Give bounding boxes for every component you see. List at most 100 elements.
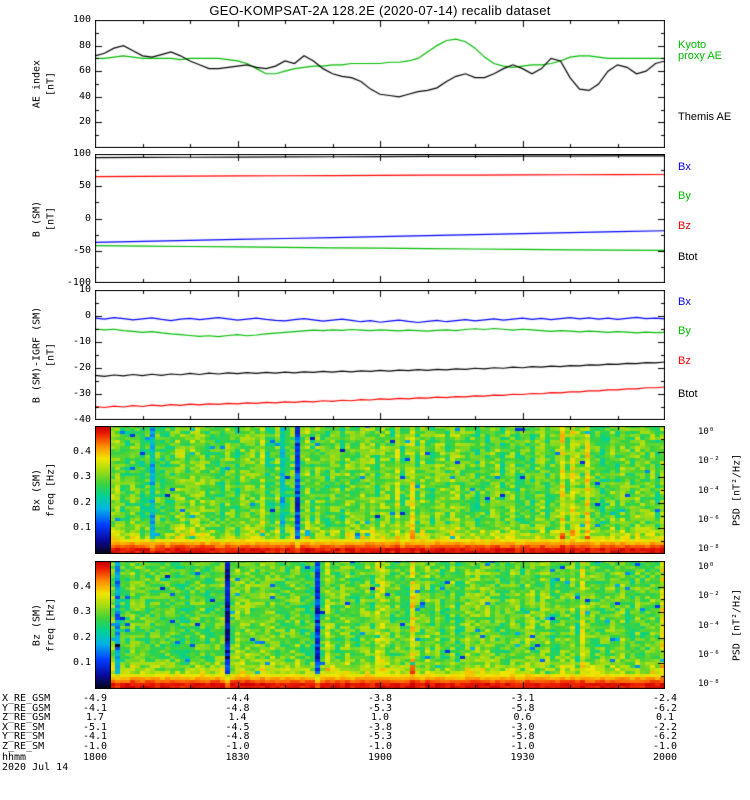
ae-index-plot-canvas <box>95 20 665 148</box>
colorbar-tick-label: 10⁰ <box>698 427 715 437</box>
ephemeris-row-label: Z_RE_SM <box>2 740 45 752</box>
y-tick-label: 80 <box>78 39 91 51</box>
ephemeris-value: -4.4 <box>225 693 250 704</box>
b-sm-plot-canvas <box>95 154 665 283</box>
ephemeris-value: 0.6 <box>513 712 532 723</box>
series-label-by: By <box>678 190 691 203</box>
ephemeris-row-label: Y_RE_GSM <box>2 702 51 714</box>
colorbar-tick-label: 10⁻⁴ <box>698 485 720 496</box>
y-tick-label: 10 <box>78 284 91 295</box>
time-tick-label: 1830 <box>225 752 250 763</box>
ephemeris-value: -1.0 <box>510 740 535 752</box>
panel-ae-index: AE index [nT] 20 40 60 80 100 Kyoto proxy AE T… <box>32 14 731 148</box>
ephemeris-value: -3.0 <box>510 721 535 733</box>
ephemeris-value: -1.0 <box>367 740 393 752</box>
y-tick-label: 0 <box>84 310 91 321</box>
ephemeris-value: -6.2 <box>652 731 678 742</box>
ephemeris-value: -3.8 <box>367 693 393 704</box>
y-tick-label: -100 <box>66 277 91 288</box>
ephemeris-value: -4.9 <box>82 693 108 704</box>
ephemeris-value: -5.8 <box>510 702 535 714</box>
bz-psd-colorbar-label: PSD [nT²/Hz] <box>731 588 743 662</box>
y-tick-label: 60 <box>78 65 91 77</box>
bx-psd-colorbar <box>95 426 111 554</box>
colorbar-tick-label: 10⁻⁴ <box>698 620 720 631</box>
ephemeris-value: -4.8 <box>225 702 250 714</box>
ephemeris-value: -5.8 <box>510 731 535 742</box>
y-tick-label: 0.3 <box>72 471 91 483</box>
y-tick-label: -30 <box>72 388 91 399</box>
ae-ylabel: AE index <box>31 59 43 109</box>
y-tick-label: 100 <box>72 14 91 25</box>
series-label-bz: Bz <box>678 355 691 368</box>
bz-spec-ylabel: Bz (SM) <box>31 603 43 647</box>
ephemeris-value: -3.1 <box>510 693 535 704</box>
y-tick-label: 0.1 <box>72 522 91 534</box>
bx-psd-colorbar-label: PSD [nT²/Hz] <box>731 453 743 527</box>
b-igrf-ylabel: B (SM)-IGRF (SM) <box>31 306 43 404</box>
time-tick-label: 1930 <box>510 752 535 763</box>
y-tick-label: 0.2 <box>72 631 91 643</box>
y-tick-label: -40 <box>72 414 91 425</box>
ephemeris-value: -4.5 <box>225 721 250 733</box>
panel-b-sm-minus-igrf: B (SM)-IGRF (SM) [nT] -40 -30 -20 -10 0 10 Bx B… <box>32 284 698 425</box>
y-tick-label: -10 <box>72 336 91 347</box>
series-label-btot: Btot <box>678 387 698 400</box>
ephemeris-value: -4.1 <box>82 731 108 742</box>
date-label: 2020 Jul 14 <box>2 761 69 773</box>
series-label-bx: Bx <box>678 295 691 308</box>
ephemeris-value: 1.4 <box>228 712 247 723</box>
colorbar-tick-label: 10⁰ <box>698 562 715 572</box>
time-tick-label: 1900 <box>367 752 393 763</box>
panel-bx-spectrogram: Bx (SM) freq [Hz] PSD [nT²/Hz] 0.1 0.2 0.3… <box>32 426 743 554</box>
bx-spectrogram-canvas <box>95 426 665 554</box>
ephemeris-value: -1.0 <box>82 740 108 752</box>
time-tick-label: 1800 <box>82 752 108 763</box>
ephemeris-row-label: Z_RE_GSM <box>2 712 51 723</box>
ephemeris-value: -5.1 <box>82 721 108 733</box>
colorbar-tick-label: 10⁻⁶ <box>698 649 720 660</box>
ephemeris-value: -3.8 <box>367 721 393 733</box>
y-tick-label: -50 <box>72 244 91 256</box>
y-tick-label: 0.4 <box>72 580 91 592</box>
bz-spectrogram-canvas <box>95 561 665 689</box>
ephemeris-row-label: X_RE_SM <box>2 721 45 733</box>
panel-b-sm: B (SM) [nT] -100 -50 0 50 100 Bx By Bz Btot <box>32 148 698 288</box>
colorbar-tick-label: 10⁻⁶ <box>698 514 720 525</box>
y-tick-label: 50 <box>78 180 91 192</box>
colorbar-tick-label: 10⁻⁸ <box>698 679 720 689</box>
b-sm-ylabel: B (SM) <box>31 200 43 237</box>
ephemeris-value: -5.3 <box>367 731 393 742</box>
time-axis-label: hhmm <box>2 752 27 763</box>
time-tick-label: 2000 <box>652 752 678 763</box>
series-label-themis-ae: Themis AE <box>678 111 732 124</box>
ephemeris-value: 1.0 <box>370 712 390 723</box>
colorbar-tick-label: 10⁻² <box>698 591 720 602</box>
ephemeris-value: -6.2 <box>652 702 678 714</box>
colorbar-tick-label: 10⁻² <box>698 456 720 467</box>
y-tick-label: 0.4 <box>72 445 91 457</box>
series-label-by: By <box>678 325 691 338</box>
ephemeris-value: -1.0 <box>652 740 678 752</box>
bz-psd-colorbar <box>95 561 111 689</box>
bx-spec-ylabel: Bx (SM) <box>31 468 43 512</box>
y-tick-label: 0.1 <box>72 657 91 669</box>
series-label-btot: Btot <box>678 251 698 264</box>
y-tick-label: -20 <box>72 362 91 373</box>
b-igrf-plot-canvas <box>95 290 665 420</box>
ephemeris-value: -4.1 <box>82 702 108 714</box>
y-tick-label: 20 <box>78 116 91 128</box>
ephemeris-value: 1.7 <box>85 712 105 723</box>
y-tick-label: 0 <box>84 212 91 224</box>
ephemeris-footer: X_RE_GSM -4.9 -4.4 -3.8 -3.1 -2.4 Y_RE_GSM -4.1… <box>0 693 750 793</box>
y-tick-label: 0.3 <box>72 606 91 618</box>
y-tick-label: 0.2 <box>72 496 91 508</box>
series-label-bx: Bx <box>678 160 691 173</box>
figure-title: GEO-KOMPSAT-2A 128.2E (2020-07-14) recal… <box>209 3 551 18</box>
ephemeris-row-label: X_RE_GSM <box>2 693 51 704</box>
ephemeris-value: -4.8 <box>225 731 250 742</box>
ephemeris-row-label: Y_RE_SM <box>2 731 45 742</box>
ephemeris-value: -5.3 <box>367 702 393 714</box>
ephemeris-value: -1.0 <box>225 740 250 752</box>
